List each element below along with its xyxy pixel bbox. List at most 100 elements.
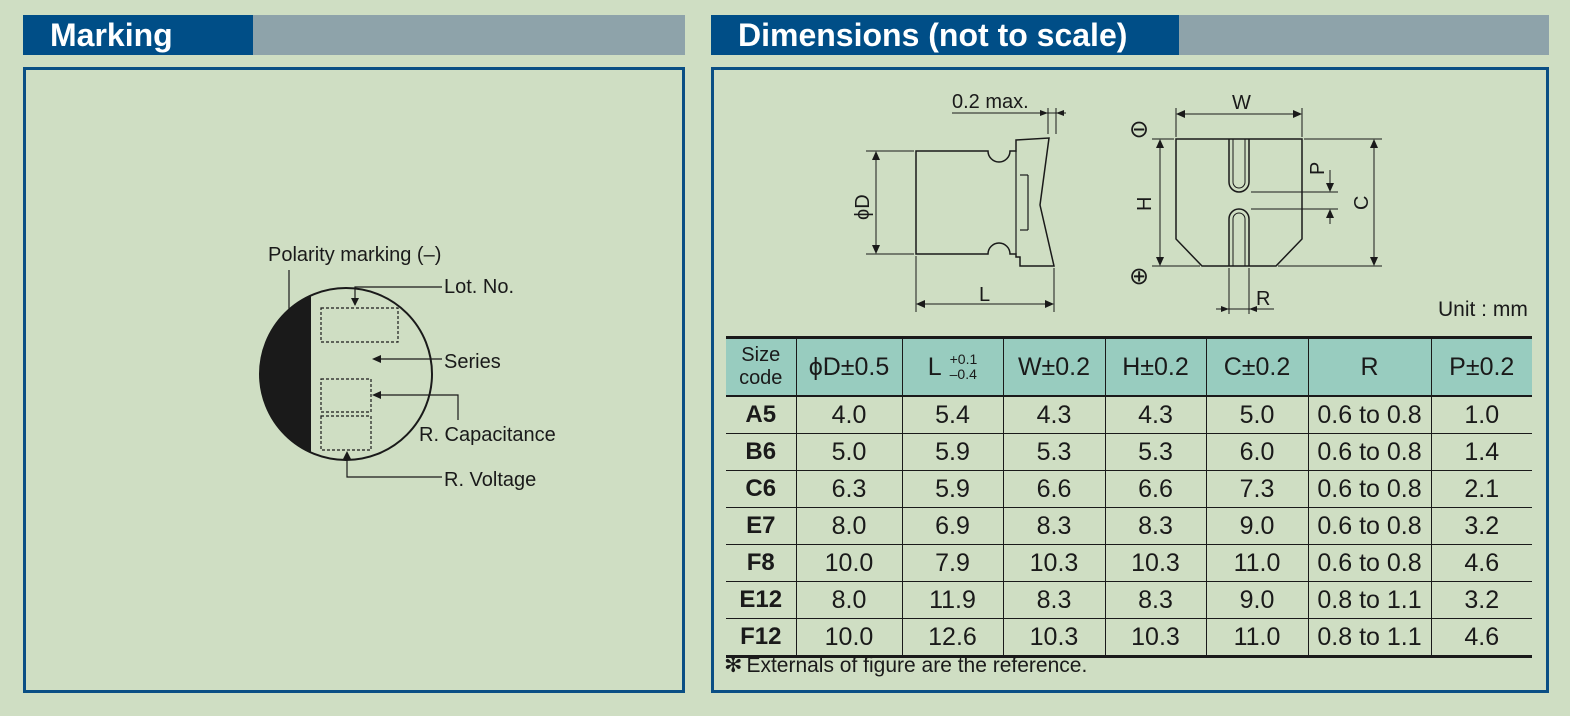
table-cell: 5.3 <box>1003 433 1106 471</box>
r-label: R <box>1256 288 1270 310</box>
dimensions-header-bar: Dimensions (not to scale) <box>711 15 1549 55</box>
table-cell: 9.0 <box>1206 581 1309 619</box>
max-lead-label: 0.2 max. <box>952 91 1029 113</box>
table-cell: 5.0 <box>1206 396 1309 434</box>
header-r: R <box>1308 337 1432 397</box>
table-row: F12 10.0 12.6 10.3 10.3 11.0 0.8 to 1.1 … <box>726 618 1532 657</box>
header-size-code: Size code <box>726 337 797 397</box>
h-label: H <box>1134 197 1156 211</box>
header-h: H±0.2 <box>1105 337 1207 397</box>
table-row: E12 8.0 11.9 8.3 8.3 9.0 0.8 to 1.1 3.2 <box>726 581 1532 619</box>
table-row: E7 8.0 6.9 8.3 8.3 9.0 0.6 to 0.8 3.2 <box>726 507 1532 545</box>
voltage-label: R. Voltage <box>444 469 536 491</box>
table-cell: 10.0 <box>796 618 903 657</box>
table-cell: 5.3 <box>1105 433 1207 471</box>
table-cell: 8.0 <box>796 507 903 545</box>
table-cell: 4.6 <box>1464 622 1500 651</box>
table-cell: 8.0 <box>796 581 903 619</box>
table-cell: 11.0 <box>1206 544 1309 582</box>
plus-terminal-icon: ⊕ <box>1129 263 1149 290</box>
table-cell: 11.0 <box>1206 618 1309 657</box>
table-cell: 6.6 <box>1105 470 1207 508</box>
marking-header-bar: Marking <box>23 15 685 55</box>
table-cell: 7.3 <box>1206 470 1309 508</box>
header-d: ϕD±0.5 <box>796 337 903 397</box>
table-cell: 6.0 <box>1206 433 1309 471</box>
table-cell: 10.3 <box>1003 544 1106 582</box>
footnote-text: Externals of figure are the reference. <box>746 654 1088 677</box>
table-cell: 0.8 to 1.1 <box>1308 581 1432 619</box>
lot-no-label: Lot. No. <box>444 276 514 298</box>
table-cell: 4.0 <box>796 396 903 434</box>
size-code-cell: B6 <box>726 433 797 471</box>
table-cell: 4.6 <box>1431 544 1532 582</box>
table-cell: 1.4 <box>1431 433 1532 471</box>
table-cell: 0.6 to 0.8 <box>1308 396 1432 434</box>
header-w: W±0.2 <box>1003 337 1106 397</box>
table-cell: 0.8 to 1.1 <box>1308 618 1432 657</box>
table-cell: 0.6 to 0.8 <box>1308 470 1432 508</box>
table-row: A5 4.0 5.4 4.3 4.3 5.0 0.6 to 0.8 1.0 <box>726 396 1532 434</box>
capacitance-label: R. Capacitance <box>419 424 556 446</box>
table-cell: 6.6 <box>1003 470 1106 508</box>
table-cell: 0.6 to 0.8 <box>1308 544 1432 582</box>
header-c: C±0.2 <box>1206 337 1309 397</box>
table-cell: 5.9 <box>902 433 1004 471</box>
w-label: W <box>1232 92 1251 114</box>
asterisk-icon: ✻ <box>724 652 743 677</box>
table-row: F8 10.0 7.9 10.3 10.3 11.0 0.6 to 0.8 4.… <box>726 544 1532 582</box>
table-cell: 3.2 <box>1431 507 1532 545</box>
minus-terminal-icon: ⊖ <box>1129 116 1149 143</box>
header-p: P±0.2 <box>1431 337 1532 397</box>
table-cell: 1.0 <box>1431 396 1532 434</box>
table-cell: 4.3 <box>1003 396 1106 434</box>
phi-d-label: ϕD <box>852 194 874 220</box>
table-cell: 3.2 <box>1431 581 1532 619</box>
table-cell: 8.3 <box>1105 507 1207 545</box>
size-code-cell: E12 <box>726 581 797 619</box>
polarity-marking-label: Polarity marking (–) <box>268 244 441 266</box>
marking-panel <box>23 67 685 693</box>
table-cell: 6.3 <box>796 470 903 508</box>
size-code-cell: F12 <box>726 618 797 657</box>
table-cell: 8.3 <box>1003 581 1106 619</box>
marking-title: Marking <box>23 15 253 55</box>
voltage-box <box>320 415 372 451</box>
table-header-row: Size code ϕD±0.5 L +0.1 –0.4 W±0.2 H±0.2… <box>726 337 1532 397</box>
table-row: B6 5.0 5.9 5.3 5.3 6.0 0.6 to 0.8 1.4 <box>726 433 1532 471</box>
l-label: L <box>979 284 990 306</box>
table-cell: 12.6 <box>902 618 1004 657</box>
dimensions-table: Size code ϕD±0.5 L +0.1 –0.4 W±0.2 H±0.2… <box>726 336 1532 658</box>
table-cell: 5.0 <box>796 433 903 471</box>
table-cell: 10.3 <box>1003 618 1106 657</box>
table-cell: 9.0 <box>1206 507 1309 545</box>
table-cell: 0.6 to 0.8 <box>1308 507 1432 545</box>
size-code-cell: E7 <box>726 507 797 545</box>
side-view-body <box>915 137 1055 267</box>
table-row: C6 6.3 5.9 6.6 6.6 7.3 0.6 to 0.8 2.1 <box>726 470 1532 508</box>
table-cell: 0.6 to 0.8 <box>1308 433 1432 471</box>
table-cell: 4.3 <box>1105 396 1207 434</box>
dimensions-title: Dimensions (not to scale) <box>711 15 1179 55</box>
table-cell: 10.0 <box>796 544 903 582</box>
size-code-cell: F8 <box>726 544 797 582</box>
bottom-view-body <box>1175 138 1303 267</box>
table-cell: 10.3 <box>1105 544 1207 582</box>
table-cell: 8.3 <box>1105 581 1207 619</box>
footnote: ✻ Externals of figure are the reference. <box>724 652 1087 678</box>
table-cell: 5.9 <box>902 470 1004 508</box>
table-cell: 11.9 <box>902 581 1004 619</box>
lot-no-box <box>320 307 399 343</box>
table-cell: 6.9 <box>902 507 1004 545</box>
c-label: C <box>1351 196 1373 210</box>
table-cell: 5.4 <box>902 396 1004 434</box>
p-label: P <box>1307 162 1329 175</box>
table-cell: 2.1 <box>1431 470 1532 508</box>
size-code-cell: C6 <box>726 470 797 508</box>
table-cell: 10.3 <box>1105 618 1207 657</box>
unit-label: Unit : mm <box>1438 298 1528 321</box>
capacitance-box <box>320 378 372 413</box>
series-label: Series <box>444 351 501 373</box>
